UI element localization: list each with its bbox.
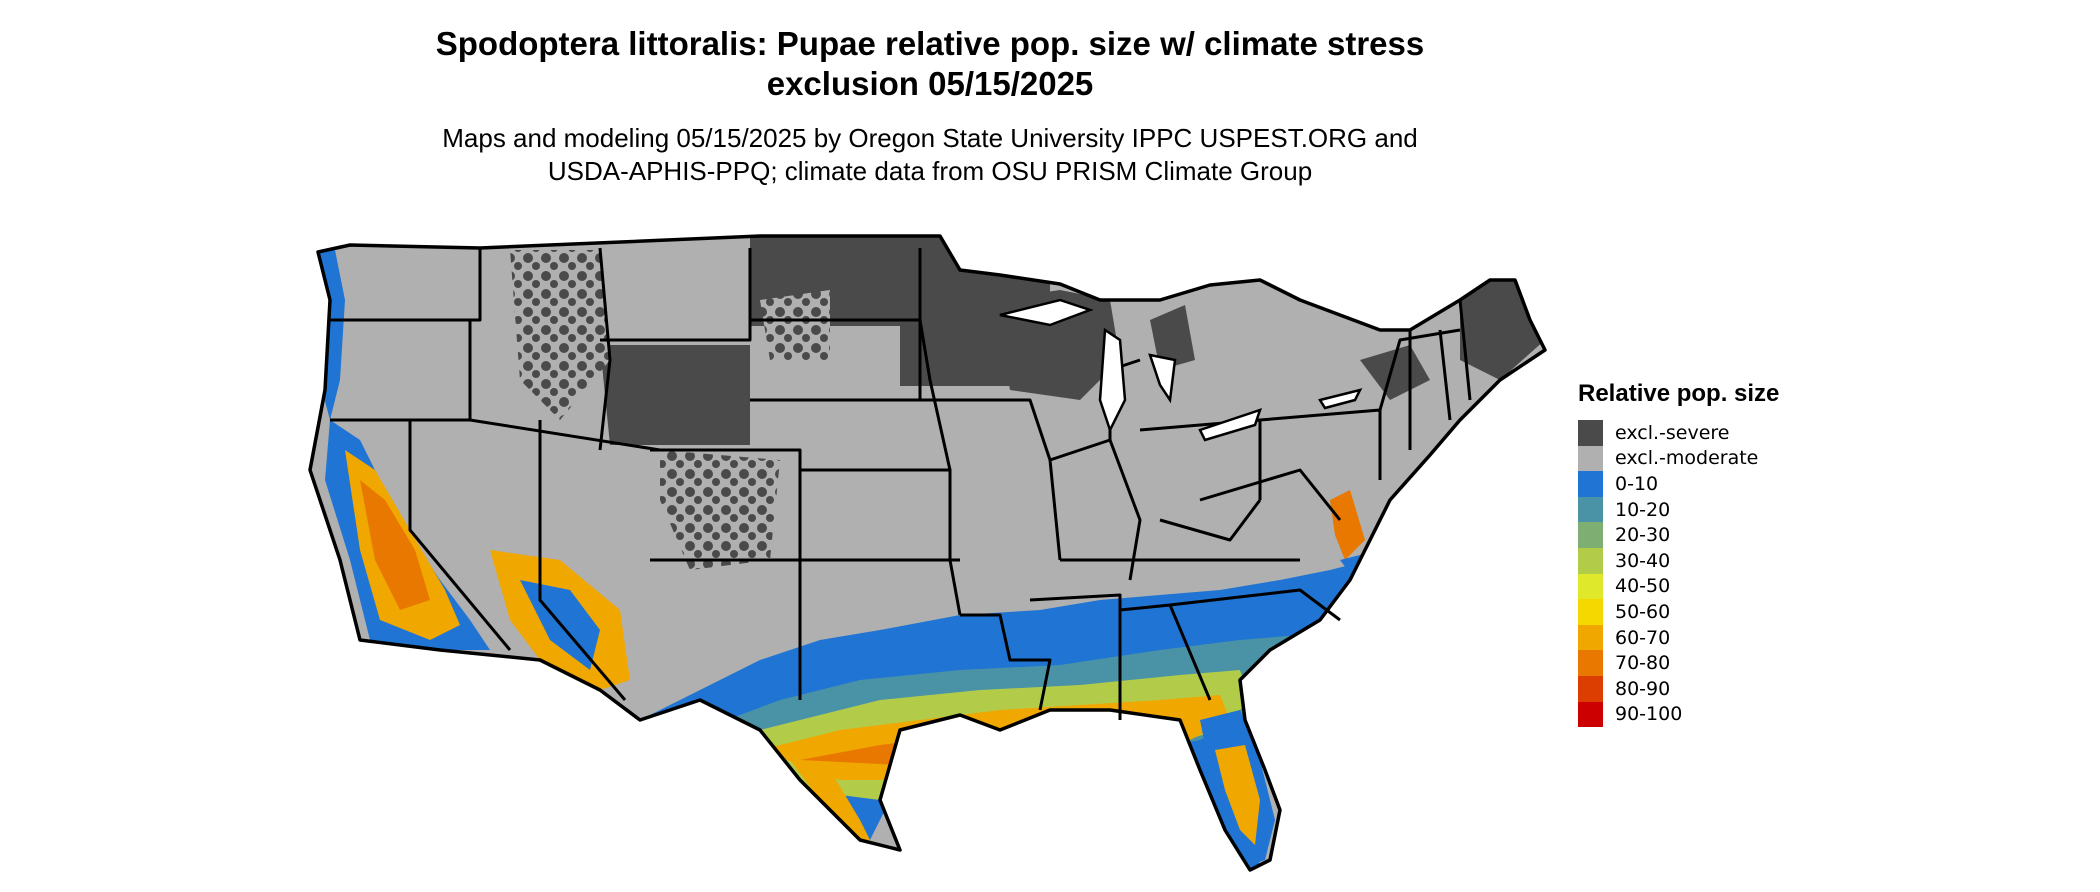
legend-item: 30-40 — [1578, 547, 1878, 574]
legend-item: 20-30 — [1578, 522, 1878, 548]
us-map — [308, 234, 1547, 872]
legend-swatch — [1578, 675, 1603, 702]
legend-swatch — [1578, 624, 1603, 651]
legend-item: 80-90 — [1578, 675, 1878, 702]
legend-label: excl.-moderate — [1615, 447, 1759, 470]
legend-swatch — [1578, 471, 1603, 497]
legend-item: excl.-severe — [1578, 420, 1878, 446]
legend-items: excl.-severe excl.-moderate 0-10 10-20 20-30… — [1578, 420, 1878, 728]
legend-label: 20-30 — [1615, 524, 1671, 547]
legend-swatch — [1578, 522, 1603, 548]
legend-label: 70-80 — [1615, 652, 1671, 675]
legend: Relative pop. size excl.-severe excl.-mod… — [1578, 380, 1878, 728]
legend-label: 50-60 — [1615, 600, 1671, 623]
legend-label: 10-20 — [1615, 498, 1671, 521]
title-line-1: Spodoptera littoralis: Pupae relative po… — [435, 25, 1425, 62]
legend-swatch — [1578, 573, 1603, 600]
legend-item: 40-50 — [1578, 573, 1878, 600]
legend-swatch — [1578, 547, 1603, 574]
title-line-2: exclusion 05/15/2025 — [766, 65, 1094, 102]
legend-item: 0-10 — [1578, 471, 1878, 497]
map-subtitle: Maps and modeling 05/15/2025 by Oregon S… — [0, 122, 1860, 188]
legend-swatch — [1578, 599, 1603, 625]
legend-label: 40-50 — [1615, 575, 1671, 598]
legend-item: 70-80 — [1578, 650, 1878, 676]
legend-item: 90-100 — [1578, 701, 1878, 728]
legend-label: 60-70 — [1615, 626, 1671, 649]
legend-title: Relative pop. size — [1578, 380, 1780, 407]
legend-swatch — [1578, 701, 1603, 728]
map-title: Spodoptera littoralis: Pupae relative po… — [0, 24, 1860, 104]
legend-label: 80-90 — [1615, 677, 1671, 700]
legend-swatch — [1578, 496, 1603, 523]
legend-swatch — [1578, 445, 1603, 472]
legend-item: excl.-moderate — [1578, 445, 1878, 472]
subtitle-line-1: Maps and modeling 05/15/2025 by Oregon S… — [442, 123, 1418, 153]
legend-label: excl.-severe — [1615, 421, 1730, 444]
legend-swatch — [1578, 420, 1603, 446]
legend-item: 60-70 — [1578, 624, 1878, 651]
legend-item: 10-20 — [1578, 496, 1878, 523]
legend-label: 30-40 — [1615, 549, 1671, 572]
legend-item: 50-60 — [1578, 599, 1878, 625]
subtitle-line-2: USDA-APHIS-PPQ; climate data from OSU PR… — [547, 156, 1313, 186]
legend-label: 0-10 — [1615, 472, 1659, 495]
legend-swatch — [1578, 650, 1603, 676]
legend-label: 90-100 — [1615, 703, 1683, 726]
